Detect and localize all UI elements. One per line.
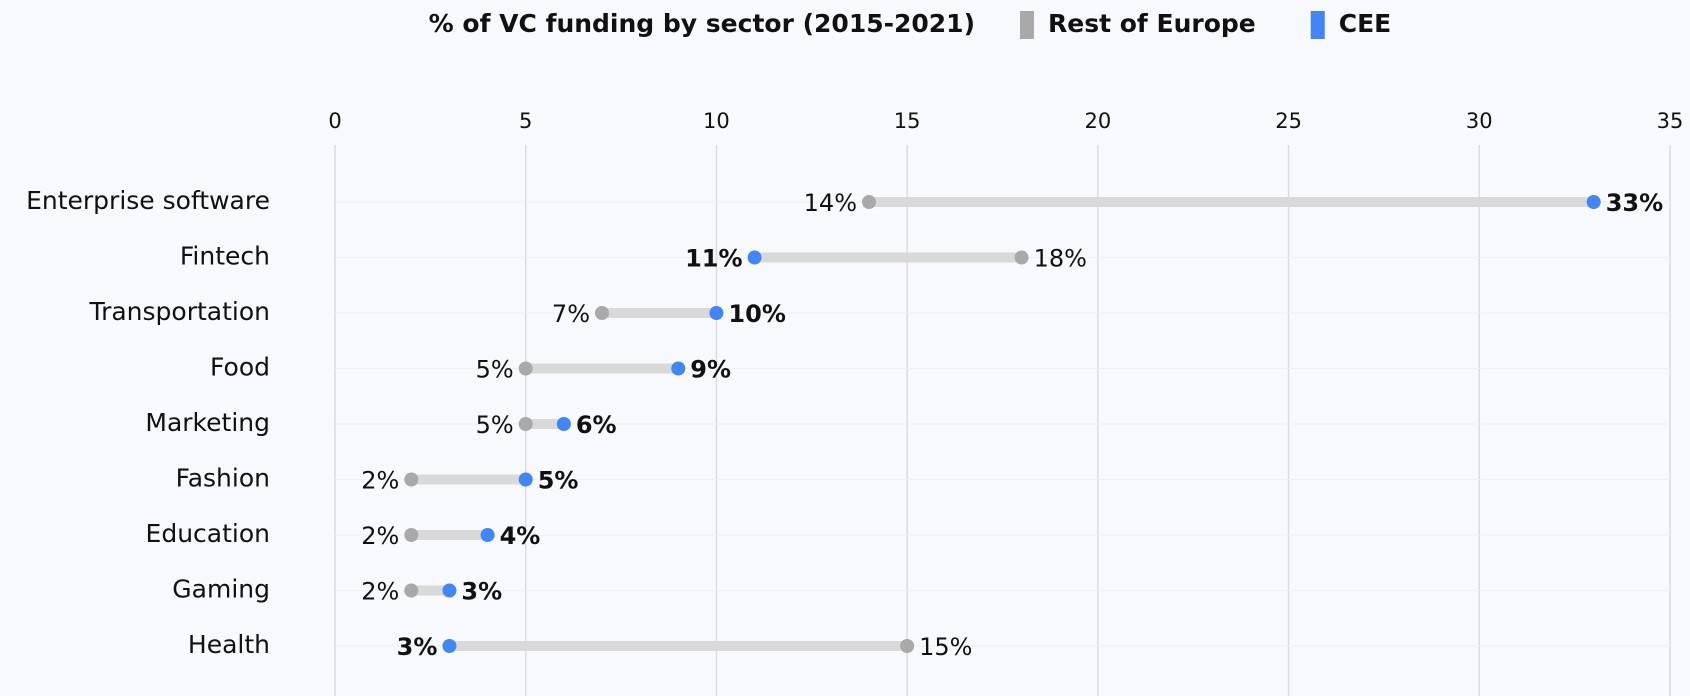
y-tick-label: Food [210, 353, 270, 382]
x-tick-label: 25 [1275, 109, 1302, 133]
dot [518, 417, 533, 431]
value-label: 2% [361, 522, 399, 550]
dot [518, 472, 533, 487]
value-label: 33% [1606, 189, 1663, 217]
value-label: 2% [361, 467, 399, 495]
dot [518, 361, 533, 376]
x-tick-label: 35 [1657, 109, 1684, 133]
dot [442, 583, 457, 598]
dot [556, 417, 571, 431]
y-tick-label: Fashion [176, 464, 270, 493]
value-label: 7% [552, 300, 590, 328]
legend-swatch [1310, 11, 1325, 39]
dot [404, 583, 419, 598]
value-label: 18% [1034, 245, 1087, 273]
value-label: 3% [397, 633, 438, 661]
y-tick-label: Education [146, 519, 270, 548]
dot [404, 528, 419, 542]
x-tick-label: 30 [1466, 109, 1493, 133]
value-label: 4% [500, 522, 541, 550]
value-label: 10% [728, 300, 785, 328]
value-label: 5% [476, 411, 514, 439]
legend-label: CEE [1339, 9, 1392, 38]
value-label: 15% [919, 633, 972, 661]
y-tick-label: Transportation [88, 297, 270, 326]
dot [1586, 195, 1601, 209]
value-label: 14% [804, 189, 857, 217]
x-tick-label: 10 [703, 109, 730, 133]
y-tick-label: Marketing [145, 408, 270, 437]
value-label: 9% [690, 356, 731, 384]
x-tick-label: 20 [1084, 109, 1111, 133]
dot [404, 472, 419, 487]
dot [595, 306, 609, 320]
legend-label: Rest of Europe [1048, 9, 1256, 38]
y-tick-label: Gaming [172, 575, 270, 604]
dot [1014, 250, 1029, 265]
x-tick-label: 0 [328, 109, 341, 133]
dot [671, 361, 686, 376]
legend-swatch [1020, 11, 1034, 39]
dot [709, 306, 724, 320]
dot [442, 639, 457, 653]
value-label: 5% [476, 356, 514, 384]
y-tick-label: Health [188, 630, 270, 659]
dot [480, 528, 495, 542]
y-tick-label: Fintech [180, 242, 270, 271]
y-tick-label: Enterprise software [26, 186, 270, 215]
dot [900, 639, 915, 653]
x-tick-label: 5 [519, 109, 532, 133]
value-label: 2% [361, 578, 399, 606]
value-label: 11% [685, 245, 742, 273]
dot [747, 250, 762, 265]
chart-title: % of VC funding by sector (2015-2021) [429, 9, 975, 38]
dot [862, 195, 876, 209]
value-label: 5% [538, 467, 579, 495]
value-label: 6% [576, 411, 617, 439]
value-label: 3% [461, 578, 502, 606]
x-tick-label: 15 [894, 109, 921, 133]
